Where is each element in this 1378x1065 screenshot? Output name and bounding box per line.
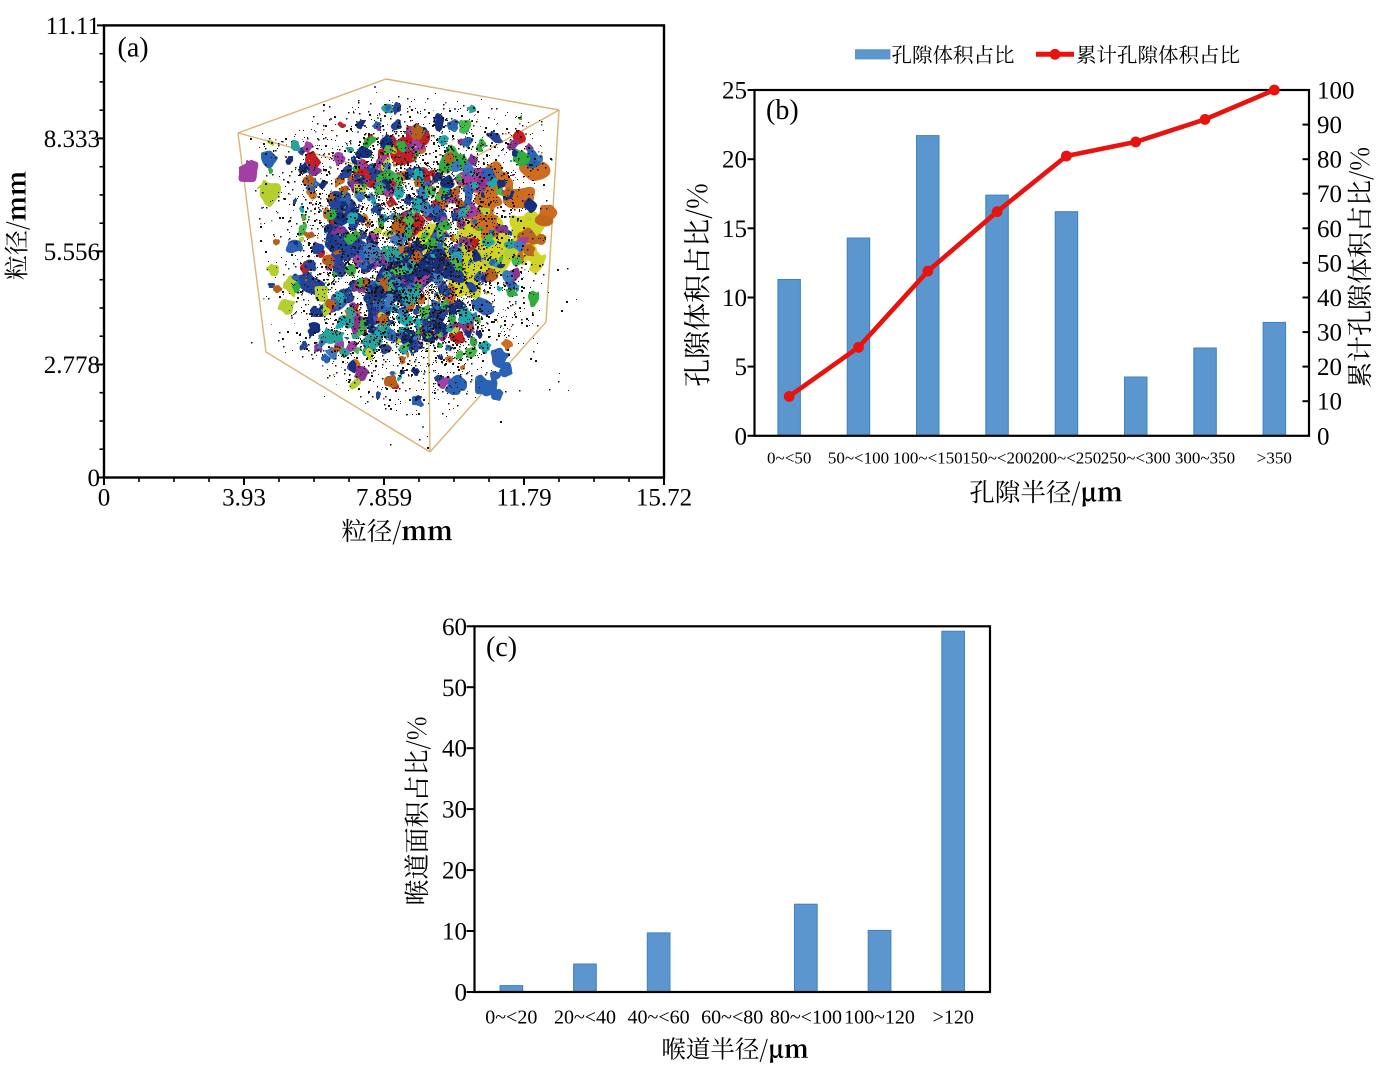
svg-text:8.333: 8.333	[44, 126, 100, 153]
svg-text:25: 25	[722, 78, 747, 105]
svg-text:20: 20	[442, 858, 467, 885]
svg-text:80~<100: 80~<100	[770, 1007, 842, 1029]
svg-text:100~<150: 100~<150	[893, 449, 963, 468]
svg-text:0~<50: 0~<50	[767, 449, 811, 468]
svg-text:20: 20	[722, 147, 747, 174]
svg-text:10: 10	[1317, 389, 1342, 416]
svg-text:60~<80: 60~<80	[701, 1007, 763, 1029]
svg-text:7.859: 7.859	[356, 485, 412, 512]
svg-text:0: 0	[98, 485, 111, 512]
svg-text:30: 30	[442, 797, 467, 824]
svg-text:5: 5	[735, 354, 748, 381]
svg-text:60: 60	[1317, 216, 1342, 243]
svg-text:10: 10	[442, 919, 467, 946]
svg-text:2.778: 2.778	[44, 352, 100, 379]
svg-text:20~<40: 20~<40	[554, 1007, 616, 1029]
svg-text:60: 60	[442, 614, 467, 641]
svg-text:40~<60: 40~<60	[628, 1007, 690, 1029]
svg-text:0: 0	[88, 465, 101, 492]
svg-text:3.93: 3.93	[222, 485, 266, 512]
svg-text:200~<250: 200~<250	[1032, 449, 1102, 468]
svg-text:>120: >120	[933, 1007, 974, 1029]
svg-text:20: 20	[1317, 354, 1342, 381]
svg-text:0: 0	[735, 423, 748, 450]
svg-text:(a): (a)	[118, 33, 149, 64]
svg-text:50~<100: 50~<100	[828, 449, 889, 468]
svg-text:300~350: 300~350	[1175, 449, 1235, 468]
svg-text:30: 30	[1317, 320, 1342, 347]
svg-text:15: 15	[722, 216, 747, 243]
svg-text:15.72: 15.72	[636, 485, 692, 512]
svg-text:250~<300: 250~<300	[1101, 449, 1171, 468]
svg-text:70: 70	[1317, 181, 1342, 208]
svg-text:100~120: 100~120	[844, 1007, 915, 1029]
svg-text:11.79: 11.79	[496, 485, 551, 512]
svg-text:(c): (c)	[486, 632, 517, 663]
svg-text:50: 50	[1317, 250, 1342, 277]
svg-text:10: 10	[722, 285, 747, 312]
svg-text:0: 0	[1317, 423, 1330, 450]
svg-text:40: 40	[442, 736, 467, 763]
svg-text:5.556: 5.556	[44, 239, 100, 266]
svg-text:40: 40	[1317, 285, 1342, 312]
svg-text:11.11: 11.11	[46, 13, 100, 40]
svg-text:90: 90	[1317, 112, 1342, 139]
svg-text:0~<20: 0~<20	[485, 1007, 537, 1029]
svg-text:0: 0	[455, 980, 468, 1007]
svg-text:150~<200: 150~<200	[962, 449, 1032, 468]
svg-text:50: 50	[442, 675, 467, 702]
svg-text:100: 100	[1317, 78, 1355, 105]
svg-text:(b): (b)	[766, 95, 799, 126]
svg-text:>350: >350	[1257, 449, 1292, 468]
svg-text:80: 80	[1317, 147, 1342, 174]
